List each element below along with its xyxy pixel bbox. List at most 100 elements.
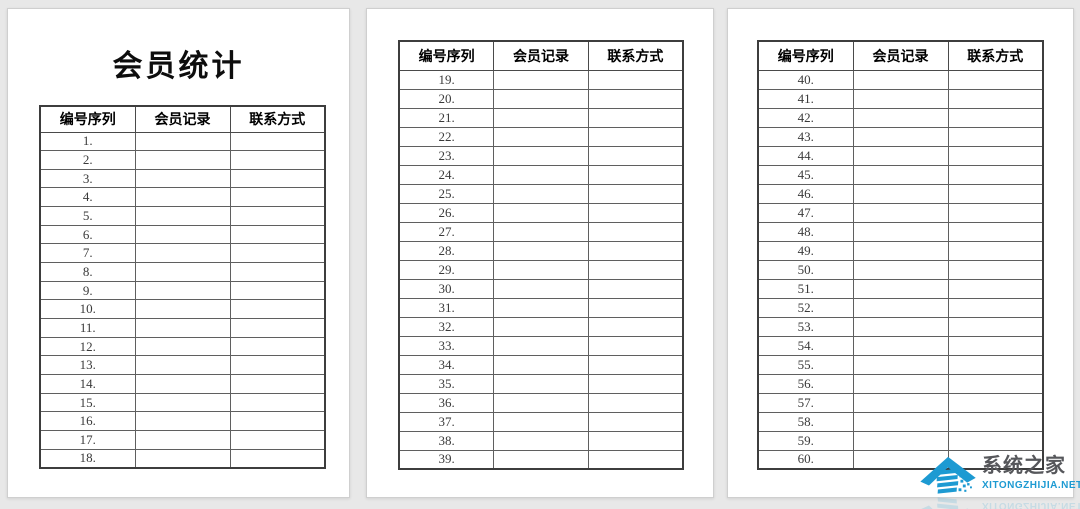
table-row: 45. xyxy=(757,164,1044,185)
member-record-cell xyxy=(493,430,589,451)
row-number-cell: 19. xyxy=(398,69,495,90)
contact-method-cell xyxy=(947,297,1044,318)
document-title: 会员统计 xyxy=(112,50,245,83)
table-header-row: 编号序列 会员记录 联系方式 xyxy=(39,105,326,133)
member-record-cell xyxy=(852,88,949,109)
watermark-brand-name: 系统之家 xyxy=(982,455,1066,477)
member-record-cell xyxy=(852,145,949,166)
row-number-cell: 48. xyxy=(757,221,854,242)
document-page-1: 会员统计 编号序列 会员记录 联系方式 1. 2. 3. 4. 5. 6. 7. 8. 9. 10… xyxy=(7,8,350,498)
member-record-cell xyxy=(852,69,949,90)
member-record-cell xyxy=(134,355,231,376)
document-page-2: 编号序列 会员记录 联系方式 19. 20. 21. 22. 23. 24. 25. 26. 2… xyxy=(366,8,714,498)
member-record-cell xyxy=(134,318,231,338)
contact-method-cell xyxy=(947,69,1044,90)
row-number-cell: 35. xyxy=(398,373,495,394)
row-number-cell: 11. xyxy=(39,318,136,338)
member-record-cell xyxy=(134,299,231,320)
table-row: 4. xyxy=(39,187,326,208)
member-record-cell xyxy=(493,411,589,432)
member-record-cell xyxy=(134,150,231,170)
member-record-cell xyxy=(852,354,949,375)
contact-method-cell xyxy=(587,202,684,223)
table-row: 55. xyxy=(757,354,1044,375)
row-number-cell: 20. xyxy=(398,88,495,109)
member-record-cell xyxy=(852,202,949,223)
contact-method-cell xyxy=(229,131,326,152)
member-record-cell xyxy=(852,430,949,451)
row-number-cell: 34. xyxy=(398,354,495,375)
header-number-sequence: 编号序列 xyxy=(757,40,854,71)
table-row: 22. xyxy=(398,126,684,147)
row-number-cell: 36. xyxy=(398,392,495,413)
row-number-cell: 5. xyxy=(39,206,136,226)
table-row: 28. xyxy=(398,240,684,261)
row-number-cell: 15. xyxy=(39,392,136,413)
row-number-cell: 31. xyxy=(398,297,495,318)
row-number-cell: 45. xyxy=(757,164,854,185)
contact-method-cell xyxy=(947,354,1044,375)
row-number-cell: 2. xyxy=(39,150,136,170)
member-record-cell xyxy=(493,107,589,128)
table-row: 57. xyxy=(757,392,1044,413)
table-row: 24. xyxy=(398,164,684,185)
table-row: 6. xyxy=(39,224,326,245)
row-number-cell: 37. xyxy=(398,411,495,432)
member-table-page-3: 编号序列 会员记录 联系方式 40. 41. 42. 43. 44. 45. 46. 47. 4… xyxy=(757,40,1044,470)
contact-method-cell xyxy=(587,449,684,470)
contact-method-cell xyxy=(587,354,684,375)
row-number-cell: 23. xyxy=(398,145,495,166)
table-row: 47. xyxy=(757,202,1044,223)
row-number-cell: 30. xyxy=(398,278,495,299)
table-row: 53. xyxy=(757,316,1044,337)
table-row: 31. xyxy=(398,297,684,318)
contact-method-cell xyxy=(947,183,1044,204)
contact-method-cell xyxy=(229,168,326,189)
member-record-cell xyxy=(493,259,589,280)
table-row: 29. xyxy=(398,259,684,280)
contact-method-cell xyxy=(947,430,1044,451)
row-number-cell: 46. xyxy=(757,183,854,204)
member-record-cell xyxy=(493,335,589,356)
member-table-page-2: 编号序列 会员记录 联系方式 19. 20. 21. 22. 23. 24. 25. 26. 2… xyxy=(398,40,684,470)
member-record-cell xyxy=(493,449,589,470)
table-header-row: 编号序列 会员记录 联系方式 xyxy=(757,40,1044,71)
contact-method-cell xyxy=(947,221,1044,242)
contact-method-cell xyxy=(947,392,1044,413)
member-record-cell xyxy=(852,126,949,147)
table-row: 35. xyxy=(398,373,684,394)
row-number-cell: 60. xyxy=(757,449,854,470)
member-record-cell xyxy=(852,278,949,299)
row-number-cell: 14. xyxy=(39,374,136,394)
table-row: 23. xyxy=(398,145,684,166)
member-record-cell xyxy=(852,164,949,185)
table-row: 26. xyxy=(398,202,684,223)
contact-method-cell xyxy=(229,206,326,226)
contact-method-cell xyxy=(229,318,326,338)
table-row: 51. xyxy=(757,278,1044,299)
row-number-cell: 24. xyxy=(398,164,495,185)
contact-method-cell xyxy=(947,107,1044,128)
contact-method-cell xyxy=(947,145,1044,166)
member-record-cell xyxy=(134,448,231,469)
table-row: 15. xyxy=(39,392,326,413)
contact-method-cell xyxy=(947,240,1044,261)
member-record-cell xyxy=(852,221,949,242)
table-row: 48. xyxy=(757,221,1044,242)
member-record-cell xyxy=(852,335,949,356)
header-member-record: 会员记录 xyxy=(852,40,949,71)
table-row: 37. xyxy=(398,411,684,432)
table-row: 27. xyxy=(398,221,684,242)
contact-method-cell xyxy=(229,187,326,208)
header-member-record: 会员记录 xyxy=(493,40,589,71)
member-record-cell xyxy=(852,316,949,337)
contact-method-cell xyxy=(229,355,326,376)
contact-method-cell xyxy=(587,411,684,432)
table-row: 42. xyxy=(757,107,1044,128)
header-contact-method: 联系方式 xyxy=(947,40,1044,71)
row-number-cell: 4. xyxy=(39,187,136,208)
member-table-page-1: 编号序列 会员记录 联系方式 1. 2. 3. 4. 5. 6. 7. 8. 9. 10. 11. 1… xyxy=(39,105,326,469)
xitongzhijia-house-logo-icon xyxy=(920,453,978,495)
member-record-cell xyxy=(852,259,949,280)
member-record-cell xyxy=(493,202,589,223)
